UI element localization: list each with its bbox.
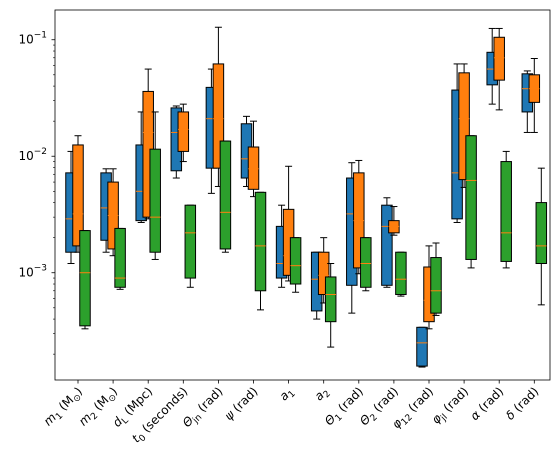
- y-tick-exponent: −3: [34, 264, 47, 274]
- box-2-12: [500, 150, 512, 269]
- y-tick-base: 10: [18, 266, 33, 280]
- box-body: [184, 204, 197, 279]
- y-tick-exponent: −2: [34, 147, 47, 157]
- box-2-9: [395, 251, 407, 297]
- box-0-13: [521, 70, 534, 133]
- box-body: [465, 135, 477, 260]
- box-2-13: [535, 167, 548, 306]
- box-0-10: [416, 326, 428, 368]
- box-body: [177, 111, 190, 152]
- y-tick-exponent: −1: [34, 31, 47, 41]
- box-body: [247, 146, 260, 190]
- box-2-1: [114, 227, 126, 290]
- box-body: [254, 191, 267, 292]
- plot-area: [65, 26, 548, 368]
- y-axis-ticks: 10−310−210−1: [18, 31, 55, 355]
- x-label-sub: 0: [137, 433, 148, 444]
- y-tick-label: 10−1: [18, 31, 47, 47]
- box-body: [324, 276, 337, 323]
- box-1-7: [317, 237, 330, 304]
- box-2-0: [79, 230, 91, 330]
- x-label-sub: 2: [322, 389, 333, 400]
- box-1-13: [528, 58, 541, 133]
- x-label-sub: L: [120, 416, 131, 427]
- box-1-1: [107, 168, 119, 257]
- box-body: [289, 237, 302, 285]
- box-body: [114, 227, 126, 288]
- y-tick-label: 10−3: [18, 264, 47, 280]
- box-body: [360, 237, 372, 288]
- box-2-6: [289, 237, 302, 293]
- box-1-9: [388, 206, 400, 236]
- box-body: [79, 230, 91, 327]
- y-tick-base: 10: [18, 149, 33, 163]
- box-body: [430, 257, 442, 314]
- box-body: [535, 202, 548, 265]
- x-label-sub: 1: [54, 411, 65, 422]
- box-2-7: [324, 263, 337, 348]
- box-2-10: [430, 242, 442, 316]
- x-label-sub: 1: [334, 413, 345, 424]
- box-body: [381, 204, 393, 286]
- x-label-sub: 1: [287, 389, 298, 400]
- box-body: [219, 140, 232, 250]
- box-2-3: [184, 204, 197, 288]
- box-body: [500, 161, 512, 262]
- box-2-11: [465, 135, 477, 269]
- box-1-11: [458, 63, 470, 188]
- box-body: [212, 63, 225, 169]
- box-body: [149, 148, 161, 253]
- box-body: [317, 251, 330, 296]
- axes-frame: [54, 9, 551, 381]
- box-1-12: [493, 27, 505, 111]
- box-2-8: [360, 237, 372, 292]
- box-2-2: [149, 111, 161, 260]
- box-body: [416, 326, 428, 367]
- box-0-9: [381, 197, 393, 288]
- y-tick-label: 10−2: [18, 147, 47, 163]
- x-label-sub: jl: [439, 413, 450, 424]
- x-label-sub: 2: [369, 413, 380, 424]
- box-1-8: [353, 159, 365, 275]
- box-body: [493, 36, 505, 81]
- box-1-3: [177, 103, 190, 163]
- y-tick-base: 10: [18, 33, 33, 47]
- box-body: [458, 72, 470, 181]
- box-body: [395, 251, 407, 296]
- box-body: [72, 144, 84, 247]
- box-1-4: [212, 26, 225, 187]
- x-label-sub: 2: [89, 411, 100, 422]
- box-2-5: [254, 191, 267, 311]
- box-2-4: [219, 140, 232, 253]
